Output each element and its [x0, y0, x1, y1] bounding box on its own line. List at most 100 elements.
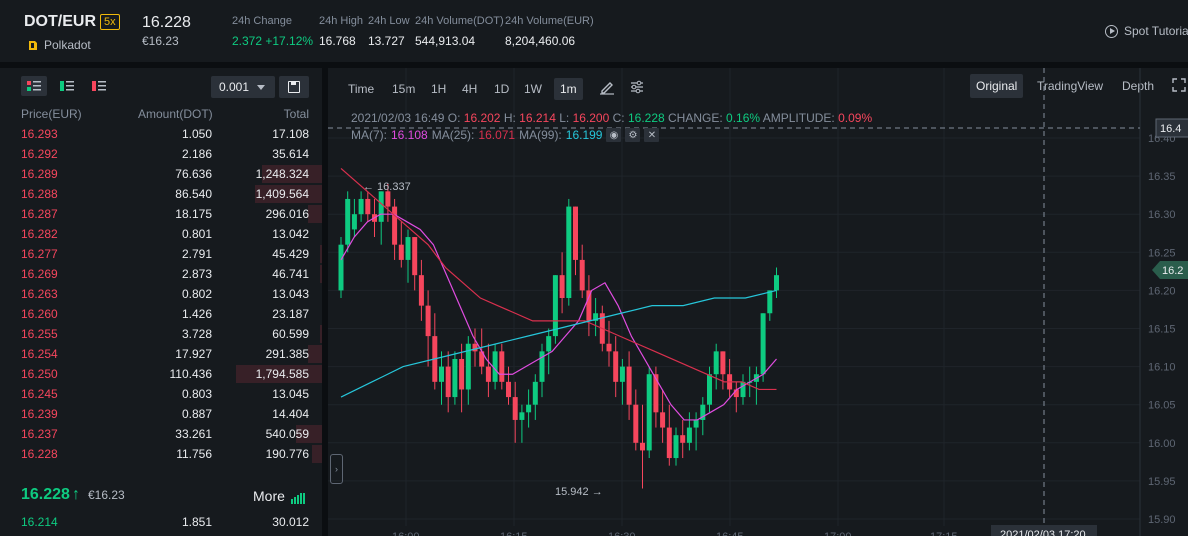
- more-label: More: [253, 488, 285, 504]
- stat-24h-change: 24h Change 2.372 +17.12%: [232, 15, 313, 48]
- ask-row[interactable]: 16.245 0.803 13.045: [0, 384, 322, 404]
- ask-row[interactable]: 16.228 11.756 190.776: [0, 444, 322, 464]
- y-tick-label: 16.30: [1148, 209, 1176, 221]
- candle-body: [445, 366, 451, 398]
- view-depth-tab[interactable]: Depth: [1122, 79, 1155, 93]
- x-tick-label: 17:15: [930, 531, 958, 536]
- eye-icon[interactable]: ◉: [606, 128, 622, 142]
- y-tick-label: 15.90: [1148, 514, 1176, 526]
- stat-24h-high: 24h High 16.768: [319, 15, 363, 48]
- candle-body: [619, 366, 625, 382]
- bid-row[interactable]: 16.214 1.851 30.012: [0, 512, 322, 532]
- x-tick-label: 16:15: [500, 531, 528, 536]
- h-label: H:: [503, 111, 516, 125]
- ask-amount: 18.175: [175, 207, 212, 221]
- ask-row[interactable]: 16.250 110.436 1,794.585: [0, 364, 322, 384]
- stat-label: 24h High: [319, 15, 364, 27]
- stat-value: 2.372 +17.12%: [232, 34, 314, 48]
- book-view-bids-button[interactable]: [54, 76, 80, 96]
- tf-1h[interactable]: 1H: [431, 82, 447, 96]
- ask-amount: 0.887: [181, 407, 212, 421]
- coin-icon: [29, 40, 37, 50]
- book-current-price[interactable]: 16.228 ↑: [21, 486, 80, 504]
- ask-amount: 1.050: [181, 127, 212, 141]
- candle-body: [740, 381, 746, 398]
- tf-1d[interactable]: 1D: [494, 82, 510, 96]
- x-tick-label: 16:00: [392, 531, 420, 536]
- ask-row[interactable]: 16.239 0.887 14.404: [0, 404, 322, 424]
- candle-body: [633, 404, 639, 443]
- ask-total: 46.741: [272, 267, 309, 281]
- ask-row[interactable]: 16.263 0.802 13.043: [0, 284, 322, 304]
- candle-body: [398, 244, 404, 260]
- ask-price: 16.292: [21, 147, 58, 161]
- ask-total: 1,248.324: [255, 167, 309, 181]
- ask-row[interactable]: 16.288 86.540 1,409.564: [0, 184, 322, 204]
- l-value: 16.200: [572, 111, 610, 125]
- ask-row[interactable]: 16.293 1.050 17.108: [0, 124, 322, 144]
- candle-body: [506, 381, 511, 398]
- ma7-label: MA(7):: [351, 128, 387, 142]
- tf-15m[interactable]: 15m: [392, 82, 416, 96]
- ask-row[interactable]: 16.254 17.927 291.385: [0, 344, 322, 364]
- coin-info[interactable]: Polkadot: [28, 38, 91, 52]
- book-view-both-button[interactable]: [21, 76, 47, 96]
- book-view-asks-button[interactable]: [86, 76, 112, 96]
- ask-price: 16.288: [21, 187, 58, 201]
- ask-amount: 17.927: [175, 347, 212, 361]
- ask-row[interactable]: 16.269 2.873 46.741: [0, 264, 322, 284]
- play-icon: [1105, 24, 1118, 38]
- crosshair-time-tag: [991, 525, 1097, 536]
- ask-price: 16.287: [21, 207, 58, 221]
- o-label: O:: [447, 111, 461, 125]
- ask-row[interactable]: 16.277 2.791 45.429: [0, 244, 322, 264]
- tf-time[interactable]: Time: [348, 82, 375, 96]
- h-value: 16.214: [519, 111, 556, 125]
- chart-panel: Time 15m 1H 4H 1D 1W 1m Original Trading…: [328, 68, 1188, 536]
- precision-select[interactable]: 0.001: [211, 76, 275, 98]
- ask-price: 16.282: [21, 227, 58, 241]
- pencil-icon[interactable]: [599, 79, 615, 95]
- book-asks-icon: [92, 81, 106, 91]
- stat-label: 24h Change: [232, 15, 292, 27]
- pair-title[interactable]: DOT/EUR: [24, 13, 96, 30]
- tf-1w[interactable]: 1W: [524, 82, 542, 96]
- tf-4h[interactable]: 4H: [462, 82, 478, 96]
- candle-body: [673, 435, 679, 459]
- view-original-tab[interactable]: Original: [970, 74, 1024, 98]
- save-layout-button[interactable]: [279, 76, 309, 98]
- y-tick-label: 16.35: [1148, 171, 1176, 183]
- last-price-fiat: €16.23: [142, 34, 179, 48]
- candle-body: [405, 237, 411, 260]
- expand-toolbar-button[interactable]: ›: [330, 454, 343, 484]
- l-label: L:: [559, 111, 570, 125]
- settings-sliders-icon[interactable]: [629, 79, 645, 95]
- change-value: 0.16%: [726, 111, 761, 125]
- ask-row[interactable]: 16.292 2.186 35.614: [0, 144, 322, 164]
- ask-row[interactable]: 16.282 0.801 13.042: [0, 224, 322, 244]
- spot-tutorial-link[interactable]: Spot Tutoria: [1105, 24, 1188, 38]
- low-marker-label: 15.942 →: [555, 486, 603, 498]
- candle-body: [593, 313, 599, 321]
- ask-row[interactable]: 16.260 1.426 23.187: [0, 304, 322, 324]
- candle-body: [412, 237, 418, 276]
- ask-price: 16.277: [21, 247, 58, 261]
- tf-1m[interactable]: 1m: [554, 78, 583, 100]
- o-value: 16.202: [463, 111, 501, 125]
- settings-icon[interactable]: ⚙: [625, 128, 641, 142]
- more-button[interactable]: More: [253, 488, 305, 504]
- ask-amount: 0.802: [181, 287, 212, 301]
- fullscreen-icon[interactable]: [1172, 78, 1186, 92]
- candle-body: [345, 198, 351, 245]
- leverage-badge[interactable]: 5x: [100, 14, 120, 30]
- book-current-fiat: €16.23: [88, 488, 125, 502]
- candlestick-chart[interactable]: 16.4016.3516.3016.2516.2016.1516.1016.05…: [328, 68, 1188, 536]
- close-icon[interactable]: ✕: [644, 128, 660, 142]
- candle-body: [499, 351, 505, 382]
- ask-row[interactable]: 16.287 18.175 296.016: [0, 204, 322, 224]
- view-tradingview-tab[interactable]: TradingView: [1037, 79, 1104, 93]
- ask-row[interactable]: 16.255 3.728 60.599: [0, 324, 322, 344]
- ask-row[interactable]: 16.237 33.261 540.059: [0, 424, 322, 444]
- col-total-header: Total: [283, 107, 309, 121]
- ask-row[interactable]: 16.289 76.636 1,248.324: [0, 164, 322, 184]
